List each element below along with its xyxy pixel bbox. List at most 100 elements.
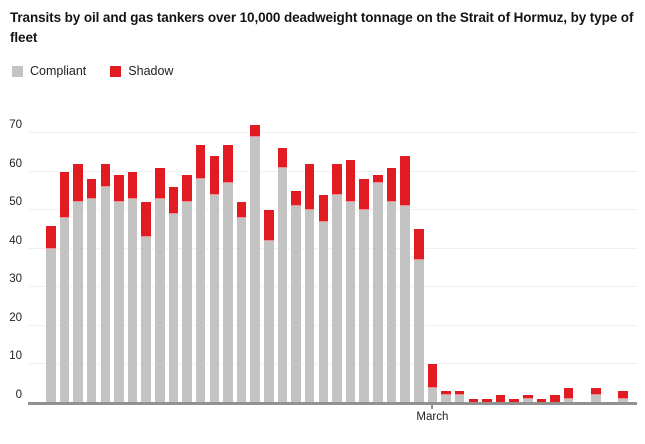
bar-feb-23-compliant bbox=[345, 202, 356, 403]
y-axis-label-60: 60 bbox=[9, 157, 22, 170]
bar-feb-13-compliant bbox=[209, 194, 220, 403]
bar-mar-11-compliant bbox=[563, 399, 574, 403]
bar-mar-15-shadow bbox=[618, 391, 628, 400]
bar-mar-8-compliant bbox=[523, 399, 533, 403]
bar-feb-25-shadow bbox=[373, 175, 383, 184]
bar-feb-10 bbox=[168, 187, 179, 403]
chart-title: Transits by oil and gas tankers over 10,… bbox=[10, 10, 634, 46]
bar-feb-19-shadow bbox=[291, 190, 301, 207]
y-axis-label-10: 10 bbox=[9, 350, 22, 363]
y-axis-label-20: 20 bbox=[9, 311, 22, 324]
bar-feb-6-compliant bbox=[114, 202, 124, 403]
bar-mar-3 bbox=[454, 391, 465, 403]
bar-feb-11-shadow bbox=[182, 175, 192, 203]
y-axis-label-50: 50 bbox=[9, 196, 22, 209]
bar-feb-18-compliant bbox=[277, 167, 288, 403]
legend-label-compliant: Compliant bbox=[30, 64, 87, 78]
bar-feb-14-shadow bbox=[223, 144, 233, 184]
bar-feb-14 bbox=[223, 144, 233, 403]
bar-mar-13-shadow bbox=[591, 387, 601, 396]
bar-feb-3-shadow bbox=[73, 163, 83, 203]
bar-feb-5-compliant bbox=[100, 187, 111, 403]
legend-swatch-shadow-icon bbox=[110, 65, 122, 77]
legend-label-shadow: Shadow bbox=[128, 64, 174, 78]
bar-mar-13-compliant bbox=[591, 395, 601, 403]
bar-mar-11 bbox=[563, 387, 574, 403]
bar-feb-10-shadow bbox=[168, 187, 179, 215]
bar-feb-28 bbox=[414, 229, 424, 403]
bar-feb-26-shadow bbox=[386, 167, 397, 203]
gridline-70 bbox=[28, 132, 637, 133]
bar-feb-19-compliant bbox=[291, 206, 301, 403]
bar-feb-6 bbox=[114, 175, 124, 403]
bar-mar-2 bbox=[441, 391, 451, 403]
bar-mar-3-compliant bbox=[454, 395, 465, 403]
bar-feb-8-shadow bbox=[141, 202, 151, 238]
bar-mar-5-shadow bbox=[482, 399, 492, 403]
x-axis-line bbox=[28, 402, 637, 405]
bar-feb-2-compliant bbox=[59, 217, 70, 403]
bar-feb-24 bbox=[359, 179, 369, 403]
bar-feb-8-compliant bbox=[141, 237, 151, 403]
bar-mar-1-shadow bbox=[427, 364, 438, 388]
bar-feb-28-shadow bbox=[414, 229, 424, 261]
bar-feb-5-shadow bbox=[100, 163, 111, 188]
y-axis-label-40: 40 bbox=[9, 234, 22, 247]
bar-feb-4-shadow bbox=[86, 179, 97, 199]
bar-mar-6 bbox=[495, 395, 506, 403]
bar-feb-21-compliant bbox=[318, 221, 329, 403]
bar-feb-27 bbox=[400, 156, 410, 403]
x-axis-tick-march bbox=[431, 405, 434, 409]
bar-mar-7 bbox=[509, 399, 519, 403]
bar-mar-1-compliant bbox=[427, 387, 438, 403]
bar-feb-14-compliant bbox=[223, 183, 233, 403]
bar-feb-8 bbox=[141, 202, 151, 403]
bar-feb-23 bbox=[345, 160, 356, 403]
bar-feb-13 bbox=[209, 156, 220, 403]
bar-feb-17-shadow bbox=[264, 210, 274, 242]
bar-feb-18-shadow bbox=[277, 148, 288, 168]
bar-mar-2-shadow bbox=[441, 391, 451, 396]
bar-mar-8-shadow bbox=[523, 395, 533, 400]
bar-feb-4 bbox=[86, 179, 97, 403]
bar-mar-10 bbox=[550, 395, 560, 403]
bar-feb-12 bbox=[195, 144, 206, 403]
bar-feb-9 bbox=[155, 167, 165, 403]
bar-feb-21 bbox=[318, 194, 329, 403]
y-axis-label-0: 0 bbox=[15, 389, 22, 401]
bar-feb-22-compliant bbox=[332, 194, 342, 403]
bar-feb-19 bbox=[291, 190, 301, 403]
bar-feb-26-compliant bbox=[386, 202, 397, 403]
bar-mar-4 bbox=[468, 399, 479, 403]
bar-feb-23-shadow bbox=[345, 160, 356, 203]
bar-feb-22 bbox=[332, 163, 342, 403]
bar-feb-10-compliant bbox=[168, 214, 179, 403]
bar-feb-12-compliant bbox=[195, 179, 206, 403]
bar-feb-17 bbox=[264, 210, 274, 403]
bar-feb-18 bbox=[277, 148, 288, 403]
bar-feb-15 bbox=[236, 202, 247, 403]
bar-feb-1 bbox=[46, 225, 56, 403]
y-axis-label-70: 70 bbox=[9, 119, 22, 131]
bar-mar-10-shadow bbox=[550, 395, 560, 403]
bar-mar-8 bbox=[523, 395, 533, 403]
bar-feb-27-shadow bbox=[400, 156, 410, 207]
bar-feb-11-compliant bbox=[182, 202, 192, 403]
bar-feb-20-compliant bbox=[304, 210, 315, 403]
x-axis-label-march: March bbox=[416, 411, 449, 423]
plot-area bbox=[28, 113, 637, 403]
bar-feb-7-compliant bbox=[127, 198, 138, 403]
bar-feb-1-compliant bbox=[46, 248, 56, 403]
bar-feb-1-shadow bbox=[46, 225, 56, 249]
bar-feb-16-shadow bbox=[250, 125, 260, 137]
bar-feb-20-shadow bbox=[304, 163, 315, 211]
bar-mar-7-shadow bbox=[509, 399, 519, 403]
bar-mar-11-shadow bbox=[563, 387, 574, 400]
bar-feb-4-compliant bbox=[86, 198, 97, 403]
bar-mar-5 bbox=[482, 399, 492, 403]
bar-feb-3 bbox=[73, 163, 83, 403]
bar-feb-24-shadow bbox=[359, 179, 369, 211]
bar-feb-7 bbox=[127, 171, 138, 403]
bar-mar-15 bbox=[618, 391, 628, 403]
